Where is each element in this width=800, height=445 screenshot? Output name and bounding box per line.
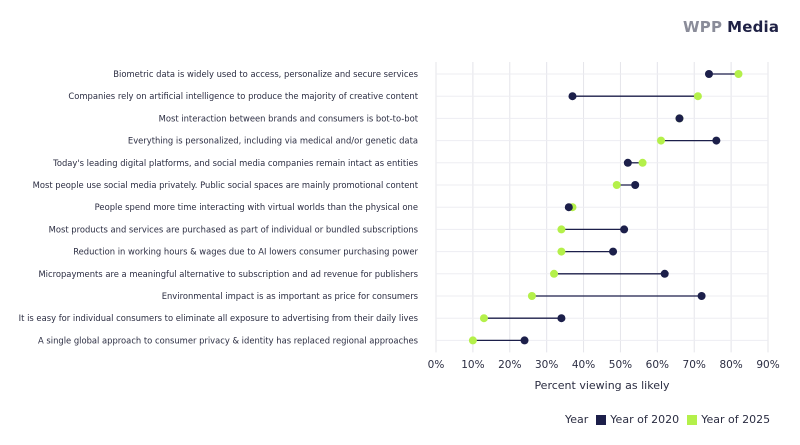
point-2025 (527, 292, 536, 300)
category-label: A single global approach to consumer pri… (38, 335, 418, 345)
point-2025 (557, 247, 566, 256)
x-tick-label: 10% (461, 359, 484, 371)
category-label: Environmental impact is as important as … (162, 291, 418, 301)
category-labels: Biometric data is widely used to access,… (19, 69, 419, 345)
category-label: Micropayments are a meaningful alternati… (38, 269, 418, 279)
legend-label-2025: Year of 2025 (701, 413, 771, 426)
legend-swatch-2020 (596, 414, 607, 425)
legend-swatch-2025 (687, 414, 698, 425)
x-tick-label: 50% (609, 359, 632, 371)
point-2020 (712, 136, 721, 145)
point-2020 (564, 203, 573, 212)
category-label: Biometric data is widely used to access,… (113, 69, 418, 79)
point-2020 (704, 70, 713, 78)
category-label: Today's leading digital platforms, and s… (52, 158, 418, 168)
wpp-media-logo: WPP Media (683, 18, 779, 36)
point-2025 (479, 314, 488, 323)
category-label: Reduction in working hours & wages due t… (73, 247, 418, 257)
point-2025 (734, 70, 743, 78)
legend: Year Year of 2020 Year of 2025 (565, 413, 770, 426)
point-2020 (620, 225, 629, 234)
point-2020 (675, 114, 684, 123)
x-tick-label: 20% (498, 359, 521, 371)
point-2020 (660, 269, 669, 278)
x-tick-label: 90% (756, 359, 779, 371)
category-label: Companies rely on artificial intelligenc… (68, 91, 418, 101)
x-axis-label: Percent viewing as likely (534, 379, 670, 392)
point-2020 (520, 336, 529, 345)
category-label: Most people use social media privately. … (33, 180, 419, 190)
x-tick-label: 0% (428, 359, 445, 371)
point-2025 (657, 136, 666, 145)
x-tick-label: 40% (572, 359, 595, 371)
legend-label-2020: Year of 2020 (610, 413, 680, 426)
category-label: Most products and services are purchased… (49, 224, 418, 234)
category-label: It is easy for individual consumers to e… (19, 313, 418, 323)
x-axis-ticks: 0% 10% 20% 30% 40% 50% 60% 70% 80% 90% (428, 359, 780, 371)
point-2025 (693, 92, 702, 101)
category-label: People spend more time interacting with … (95, 202, 418, 212)
point-2020 (568, 92, 577, 101)
category-label: Everything is personalized, including vi… (128, 136, 418, 146)
point-2020 (697, 292, 706, 300)
logo-wpp: WPP (683, 18, 723, 36)
point-2020 (557, 314, 566, 323)
point-2020 (609, 247, 618, 256)
logo-media: Media (727, 18, 780, 36)
point-2025 (557, 225, 566, 234)
grid (435, 62, 769, 353)
point-2025 (550, 269, 559, 278)
category-label: Most interaction between brands and cons… (159, 113, 419, 123)
point-2025 (468, 336, 477, 345)
data-points (468, 70, 743, 345)
x-tick-label: 60% (646, 359, 669, 371)
point-2020 (623, 158, 632, 167)
point-2025 (612, 181, 621, 189)
point-2025 (638, 158, 647, 167)
x-tick-label: 30% (535, 359, 558, 371)
x-tick-label: 80% (719, 359, 742, 371)
x-tick-label: 70% (683, 359, 706, 371)
legend-title: Year (565, 413, 589, 426)
point-2020 (631, 181, 640, 189)
